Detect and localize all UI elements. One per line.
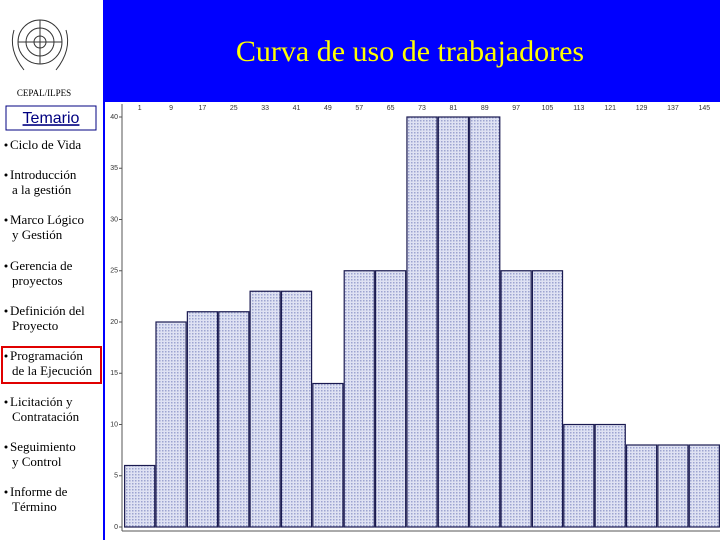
bar bbox=[657, 444, 689, 528]
bar bbox=[500, 270, 532, 528]
sidebar-item[interactable]: y Control bbox=[12, 454, 62, 469]
bar bbox=[594, 423, 626, 528]
un-logo bbox=[11, 19, 69, 71]
org-label: CEPAL/ILPES bbox=[17, 88, 71, 98]
bullet bbox=[4, 264, 8, 268]
x-tick-label: 137 bbox=[667, 105, 679, 112]
chart: 0 5 10 15 20 25 30 35 40 1 9 17 25 33 41 49 57 65 73 81 89 97… bbox=[110, 104, 720, 532]
x-tick-label: 41 bbox=[293, 105, 301, 112]
title-banner bbox=[103, 0, 720, 100]
bar bbox=[124, 464, 156, 528]
y-tick-label: 40 bbox=[110, 114, 118, 121]
sidebar-heading: Temario bbox=[23, 110, 80, 127]
y-tick-label: 5 bbox=[114, 473, 118, 480]
x-tick-label: 57 bbox=[355, 105, 363, 112]
sidebar-item[interactable]: Marco Lógico bbox=[10, 212, 84, 227]
sidebar-item[interactable]: Licitación y bbox=[10, 394, 73, 409]
sidebar-item[interactable]: Definición del bbox=[10, 303, 85, 318]
x-tick-label: 105 bbox=[542, 105, 554, 112]
bar bbox=[563, 423, 595, 528]
bar bbox=[186, 311, 219, 528]
bar bbox=[280, 290, 313, 528]
x-tick-label: 81 bbox=[449, 105, 457, 112]
sidebar-item[interactable]: Programación bbox=[10, 348, 83, 363]
x-tick-label: 25 bbox=[230, 105, 238, 112]
sidebar-item[interactable]: Término bbox=[12, 499, 57, 514]
bullet bbox=[4, 218, 8, 222]
bullet bbox=[4, 490, 8, 494]
bar bbox=[531, 270, 564, 528]
sidebar-item[interactable]: Contratación bbox=[12, 409, 80, 424]
bar bbox=[249, 290, 281, 528]
y-tick-label: 20 bbox=[110, 319, 118, 326]
sidebar-item[interactable]: de la Ejecución bbox=[12, 363, 93, 378]
sidebar-item[interactable]: proyectos bbox=[12, 273, 63, 288]
x-tick-label: 65 bbox=[387, 105, 395, 112]
x-tick-label: 1 bbox=[138, 105, 142, 112]
bullet bbox=[4, 354, 8, 358]
sidebar-item[interactable]: Ciclo de Vida bbox=[10, 137, 81, 152]
x-tick-label: 49 bbox=[324, 105, 332, 112]
bullet bbox=[4, 309, 8, 313]
bar bbox=[374, 270, 407, 528]
y-tick-label: 10 bbox=[110, 421, 118, 428]
y-tick-label: 0 bbox=[114, 524, 118, 531]
x-tick-label: 17 bbox=[199, 105, 207, 112]
x-tick-label: 89 bbox=[481, 105, 489, 112]
x-tick-label: 121 bbox=[604, 105, 616, 112]
x-tick-label: 145 bbox=[698, 105, 710, 112]
bullet bbox=[4, 173, 8, 177]
bar bbox=[312, 382, 344, 528]
x-tick-label: 129 bbox=[636, 105, 648, 112]
bar bbox=[343, 270, 375, 528]
sidebar-item[interactable]: Seguimiento bbox=[10, 439, 76, 454]
bar bbox=[218, 311, 250, 528]
y-tick-label: 30 bbox=[110, 216, 118, 223]
x-tick-label: 73 bbox=[418, 105, 426, 112]
x-tick-label: 9 bbox=[169, 105, 173, 112]
bar bbox=[406, 116, 438, 528]
x-tick-label: 33 bbox=[261, 105, 269, 112]
bar bbox=[437, 116, 470, 528]
slide-title: Curva de uso de trabajadores bbox=[236, 35, 584, 68]
bar bbox=[688, 444, 720, 528]
sidebar-item[interactable]: a la gestión bbox=[12, 182, 72, 197]
y-tick-label: 35 bbox=[110, 165, 118, 172]
active-item-box bbox=[1, 346, 102, 384]
bar bbox=[625, 444, 658, 528]
sidebar-item[interactable]: Gerencia de bbox=[10, 258, 73, 273]
x-tick-label: 97 bbox=[512, 105, 520, 112]
bar bbox=[469, 116, 501, 528]
heading-box bbox=[5, 105, 97, 131]
bar bbox=[155, 321, 187, 528]
bullet bbox=[4, 400, 8, 404]
sidebar-item[interactable]: Informe de bbox=[10, 484, 68, 499]
x-tick-label: 113 bbox=[573, 105, 584, 112]
y-tick-label: 15 bbox=[110, 370, 118, 377]
sidebar-item[interactable]: Introducción bbox=[10, 167, 77, 182]
bullet bbox=[4, 445, 8, 449]
bullet bbox=[4, 143, 8, 147]
y-tick-label: 25 bbox=[110, 268, 118, 275]
sidebar-item[interactable]: Proyecto bbox=[12, 318, 58, 333]
sidebar-item[interactable]: y Gestión bbox=[12, 227, 63, 242]
